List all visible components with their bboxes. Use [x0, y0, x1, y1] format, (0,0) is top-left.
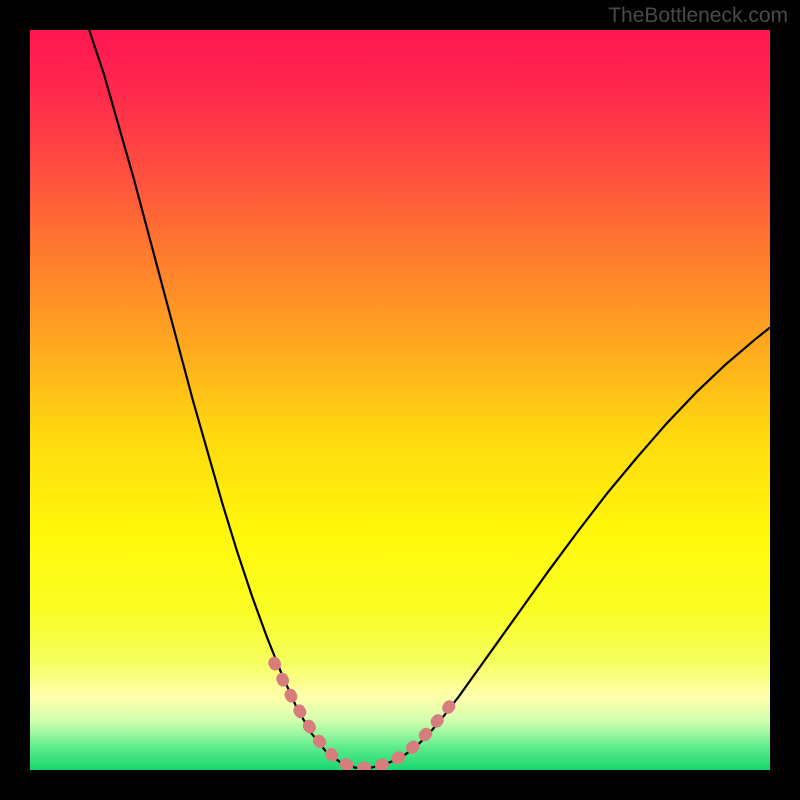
curve-highlight-dotted — [274, 663, 452, 768]
plot-area — [30, 30, 770, 770]
curve-overlay — [30, 30, 770, 770]
chart-container: TheBottleneck.com — [0, 0, 800, 800]
curve-right-branch — [385, 327, 770, 764]
watermark-text: TheBottleneck.com — [608, 4, 788, 28]
curve-left-branch — [89, 30, 385, 768]
